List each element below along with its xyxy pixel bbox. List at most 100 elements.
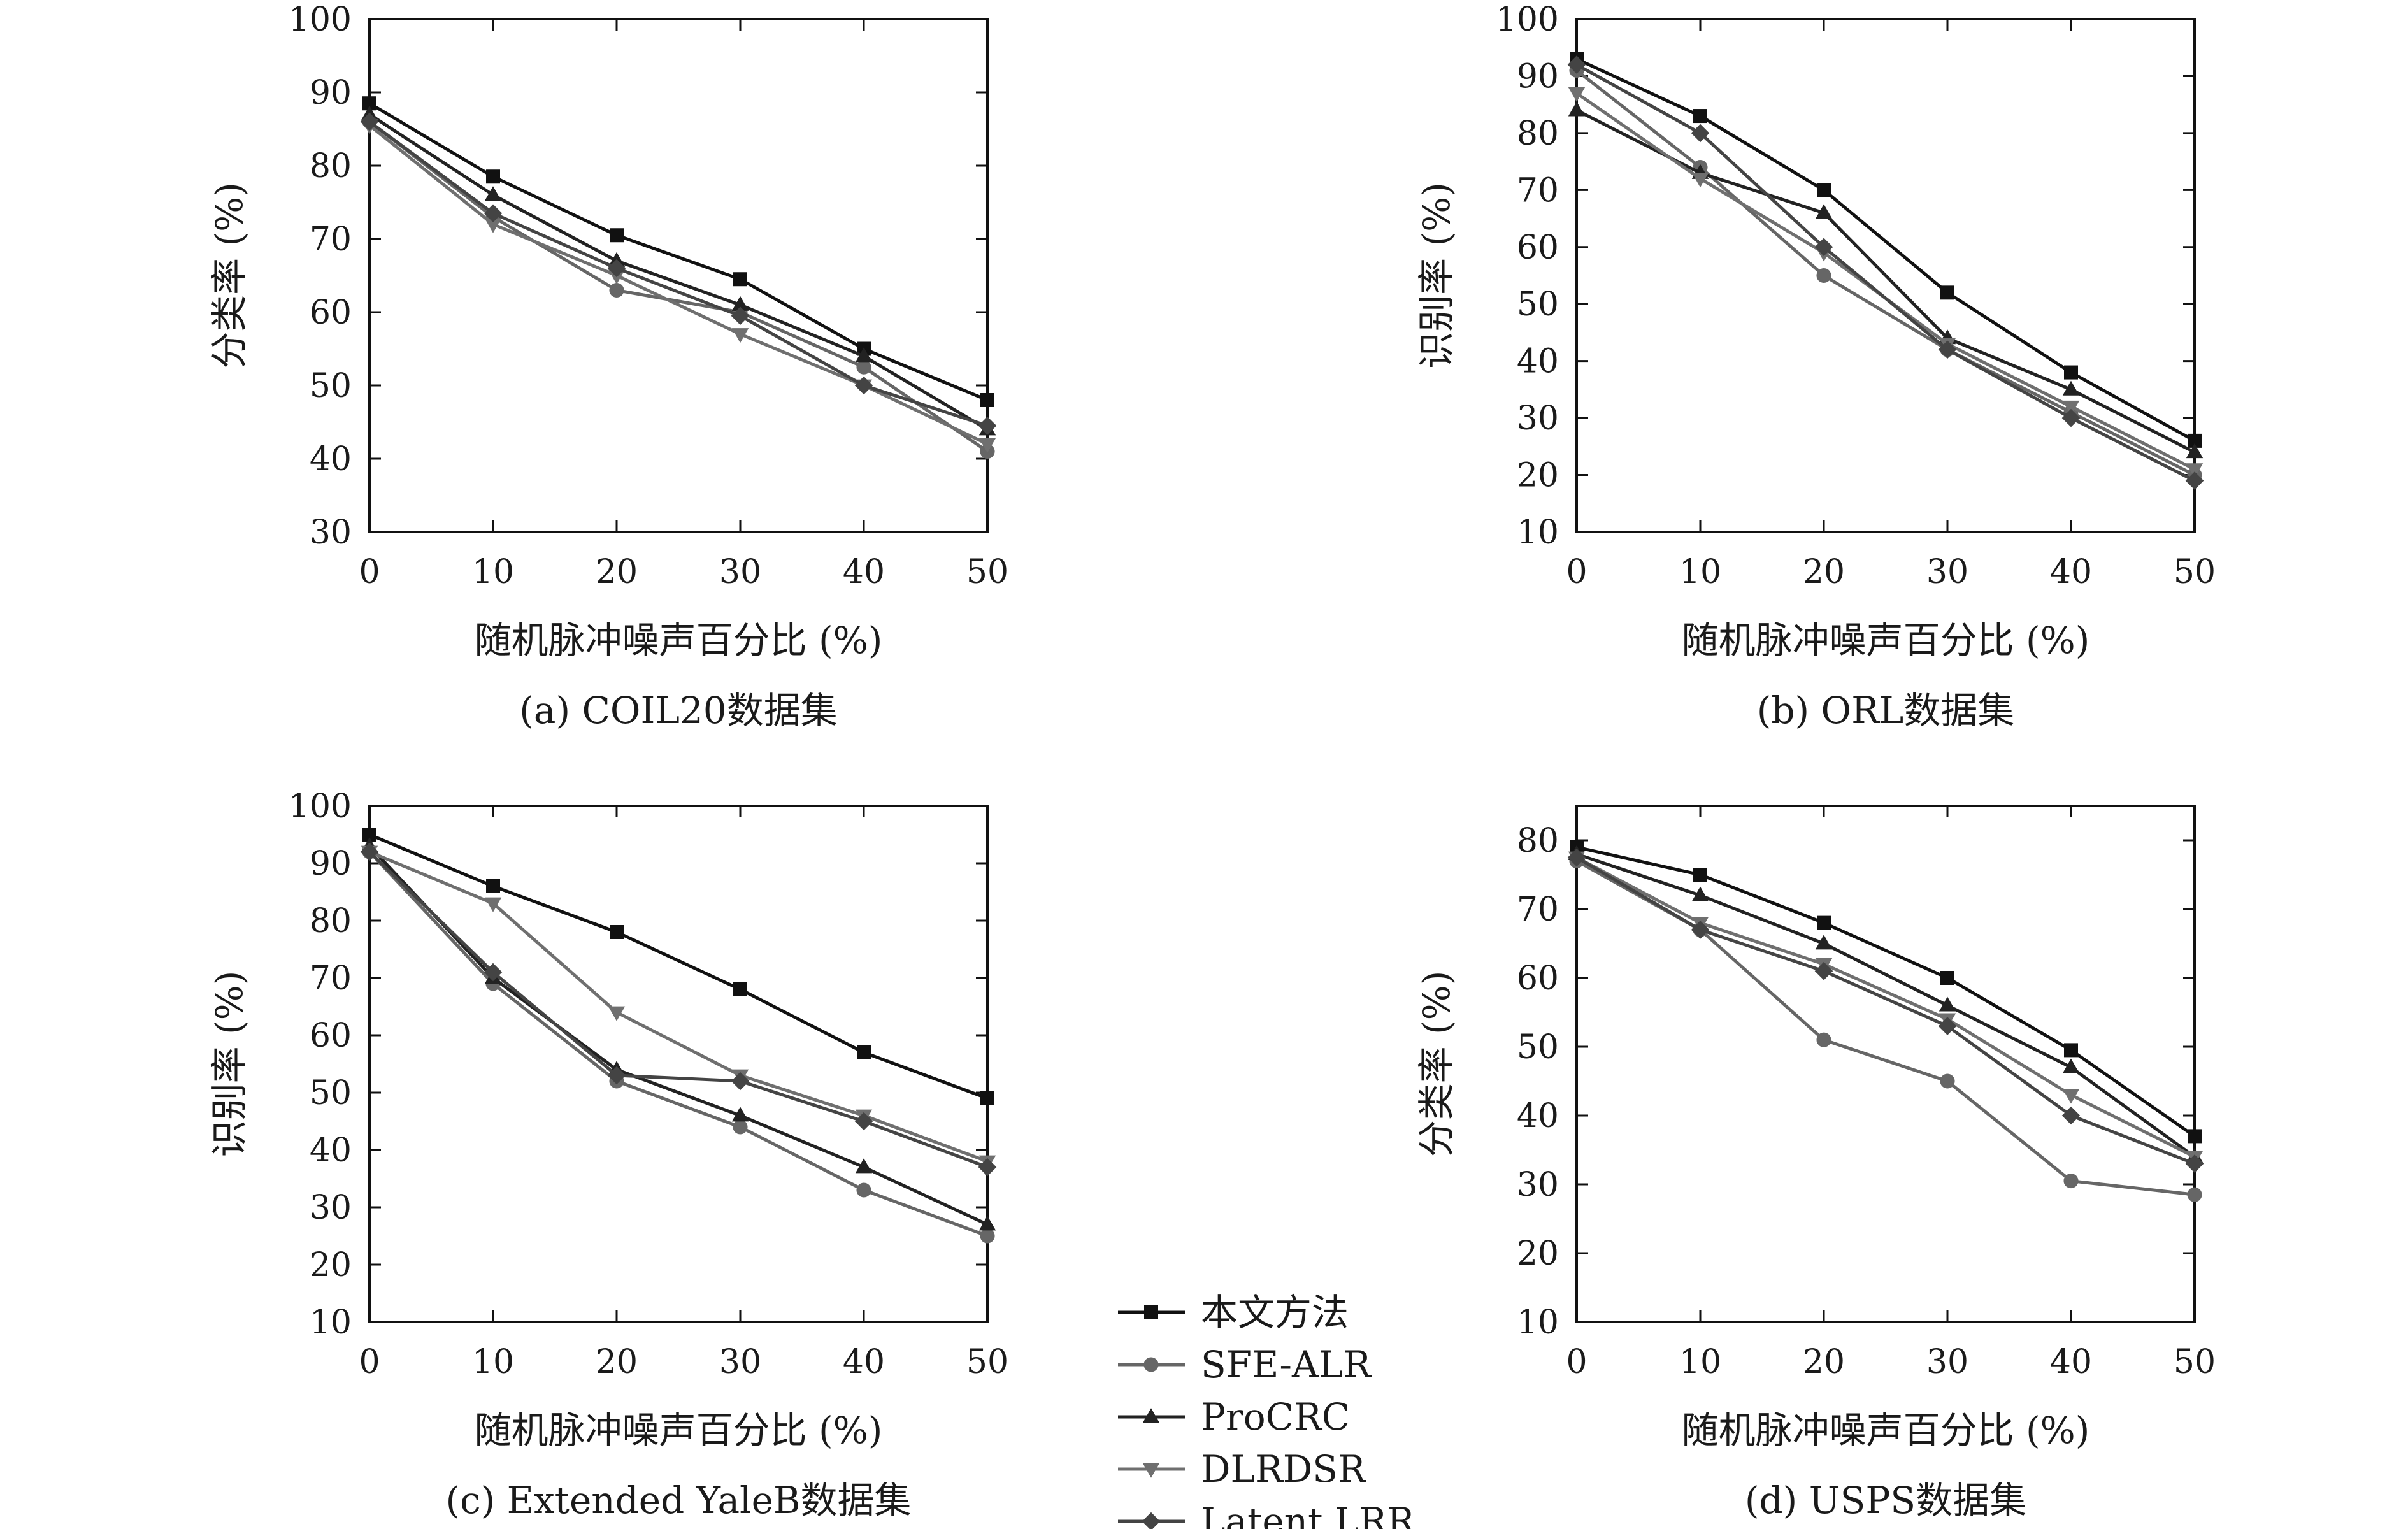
y-tick-label: 30: [1517, 1166, 1559, 1204]
y-tick-label: 20: [1517, 1235, 1559, 1273]
data-point: [731, 328, 749, 343]
y-tick-label: 20: [1517, 457, 1559, 495]
data-point: [1814, 961, 1833, 980]
y-tick-label: 100: [1496, 1, 1559, 39]
series-4: [1568, 851, 2204, 1166]
y-axis-title: 分类率 (%): [1415, 971, 1458, 1158]
y-tick-label: 80: [310, 902, 352, 940]
x-tick-label: 10: [1679, 1343, 1721, 1381]
data-point: [1940, 1073, 1955, 1089]
series-1: [1570, 52, 2202, 448]
y-tick-label: 10: [310, 1303, 352, 1342]
data-point: [978, 1216, 996, 1231]
legend-marker: [1143, 1357, 1159, 1372]
plot-frame: [368, 805, 989, 1323]
data-point: [2186, 443, 2204, 459]
y-tick-label: 30: [310, 513, 352, 552]
data-point: [1816, 1032, 1831, 1047]
y-tick-label: 60: [310, 294, 352, 332]
data-point: [2185, 1154, 2204, 1173]
data-point: [362, 96, 376, 111]
series-2: [1569, 62, 2202, 483]
y-tick-label: 70: [1517, 171, 1559, 210]
data-point: [2186, 463, 2204, 478]
x-tick-label: 20: [1803, 1343, 1845, 1381]
legend: 本文方法 SFE-ALR ProCRC DLRDSR Latent LRR: [1118, 1291, 1416, 1529]
series-line: [1576, 852, 2196, 1158]
data-point: [1568, 87, 1586, 103]
y-tick-label: 60: [1517, 959, 1559, 998]
series-5: [360, 842, 997, 1177]
data-point: [484, 897, 502, 912]
y-tick-label: 50: [310, 1074, 352, 1112]
legend-marker: [1142, 1463, 1160, 1478]
x-tick-label: 50: [2174, 553, 2216, 591]
series-5: [1567, 55, 2204, 490]
y-axis-title: 识别率 (%): [208, 971, 251, 1158]
y-tick-label: 40: [310, 1131, 352, 1170]
data-point: [362, 828, 376, 842]
data-point: [854, 1112, 873, 1131]
plot-frame: [1575, 805, 2196, 1323]
data-point: [484, 204, 503, 223]
data-point: [1691, 124, 1710, 143]
x-axis-title: 随机脉冲噪声百分比 (%): [475, 1409, 883, 1452]
y-tick-label: 80: [1517, 822, 1559, 860]
data-point: [2187, 1187, 2202, 1202]
data-point: [2063, 1174, 2079, 1189]
data-point: [1815, 935, 1833, 950]
y-tick-label: 20: [310, 1246, 352, 1284]
panel-caption: (d) USPS数据集: [1745, 1479, 2026, 1522]
data-point: [609, 282, 624, 298]
series-line: [1576, 845, 2196, 1138]
x-tick-label: 40: [2050, 1343, 2092, 1381]
data-point: [2064, 1043, 2078, 1058]
y-tick-label: 50: [1517, 285, 1559, 324]
data-point: [1691, 886, 1709, 901]
data-point: [1940, 285, 1954, 300]
data-point: [731, 1072, 750, 1091]
y-tick-label: 10: [1517, 513, 1559, 552]
plot-frame: [1575, 18, 2196, 533]
y-tick-label: 50: [1517, 1028, 1559, 1066]
x-tick-label: 30: [719, 553, 761, 591]
data-point: [2061, 1106, 2081, 1125]
data-point: [1817, 915, 1831, 930]
data-point: [1816, 268, 1831, 284]
data-point: [856, 359, 871, 375]
y-tick-label: 40: [1517, 343, 1559, 381]
data-point: [2188, 1129, 2202, 1144]
x-tick-label: 10: [1679, 553, 1721, 591]
legend-label: DLRDSR: [1201, 1447, 1367, 1491]
data-point: [731, 1107, 749, 1122]
x-tick-label: 50: [966, 553, 1008, 591]
legend-item: ProCRC: [1118, 1395, 1350, 1439]
series-1: [362, 828, 994, 1105]
y-tick-label: 70: [1517, 891, 1559, 929]
x-tick-label: 40: [843, 1343, 885, 1381]
data-point: [980, 1228, 995, 1244]
x-tick-label: 0: [359, 553, 380, 591]
x-tick-label: 20: [596, 553, 638, 591]
x-tick-label: 20: [1803, 553, 1845, 591]
data-point: [2062, 400, 2080, 415]
data-point: [978, 438, 996, 453]
series-4: [361, 845, 996, 1170]
panel-caption: (c) Extended YaleB数据集: [445, 1479, 911, 1522]
data-point: [733, 272, 747, 287]
series-1: [1570, 840, 2202, 1144]
series-2: [362, 114, 995, 459]
x-tick-label: 30: [1926, 1343, 1968, 1381]
data-point: [856, 1182, 871, 1198]
y-tick-label: 40: [1517, 1097, 1559, 1135]
y-tick-label: 30: [1517, 399, 1559, 438]
x-tick-label: 50: [966, 1343, 1008, 1381]
data-point: [484, 186, 502, 201]
data-point: [2061, 408, 2081, 427]
series-line: [369, 833, 988, 1100]
series-1: [362, 96, 994, 407]
series-line: [1575, 856, 2196, 1159]
